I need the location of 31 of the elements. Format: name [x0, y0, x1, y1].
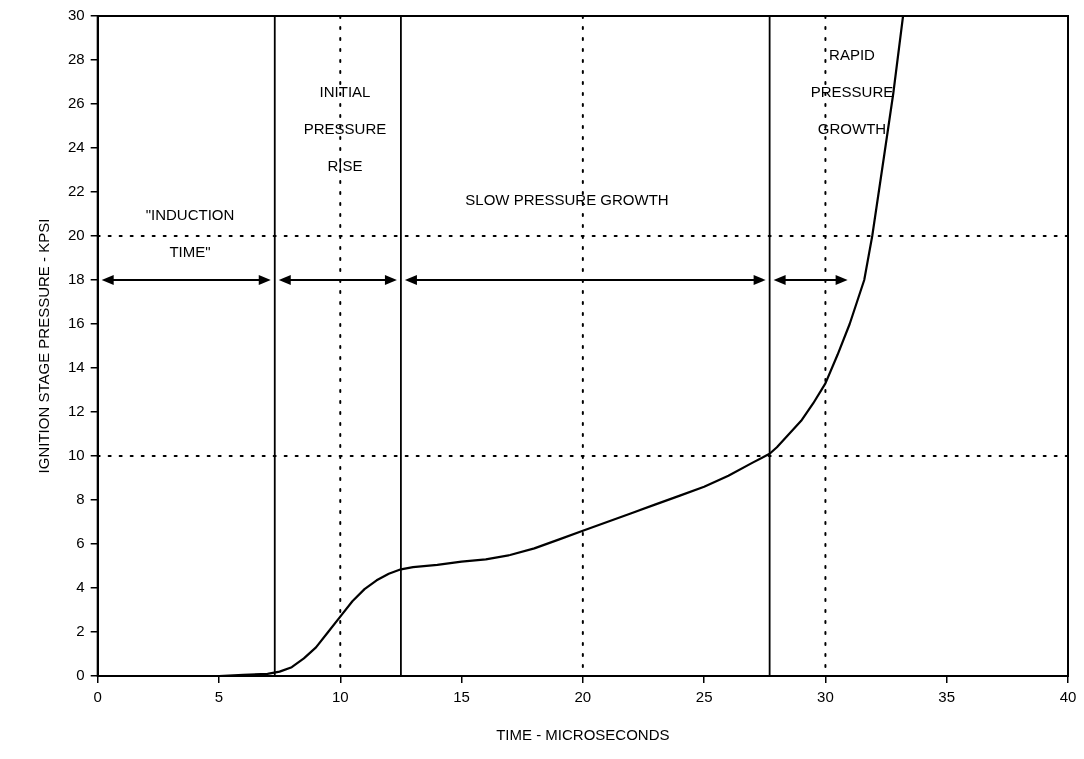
text: "INDUCTION TIME" — [145, 206, 235, 260]
x-tick-label: 20 — [574, 688, 592, 706]
x-tick-label: 10 — [331, 688, 349, 706]
x-tick-label: 35 — [938, 688, 956, 706]
x-tick-label: 25 — [695, 688, 713, 706]
y-tick-label: 4 — [76, 578, 85, 596]
y-tick-label: 18 — [68, 270, 85, 288]
y-tick-label: 0 — [76, 666, 85, 684]
x-axis-title: TIME - MICROSECONDS — [496, 726, 670, 744]
y-tick-label: 30 — [68, 6, 85, 24]
y-tick-label: 16 — [68, 314, 85, 332]
y-tick-label: 2 — [76, 622, 85, 640]
y-tick-label: 10 — [68, 446, 85, 464]
y-tick-label: 28 — [68, 50, 85, 68]
x-tick-label: 15 — [453, 688, 470, 706]
x-tick-label: 5 — [214, 688, 224, 706]
y-tick-label: 20 — [68, 226, 85, 244]
text: RAPID PRESSURE GROWTH — [810, 46, 894, 137]
y-tick-label: 6 — [76, 534, 85, 552]
y-tick-label: 22 — [68, 182, 85, 200]
text: INITIAL PRESSURE RISE — [303, 83, 387, 174]
y-tick-label: 8 — [76, 490, 85, 508]
annotation: SLOW PRESSURE GROWTH — [464, 190, 670, 210]
y-tick-label: 26 — [68, 94, 85, 112]
y-tick-label: 24 — [68, 138, 85, 156]
y-tick-label: 14 — [68, 358, 85, 376]
y-tick-label: 12 — [68, 402, 85, 420]
y-axis-title: IGNITION STAGE PRESSURE - KPSI — [35, 218, 53, 474]
x-tick-label: 40 — [1059, 688, 1077, 706]
x-tick-label: 30 — [817, 688, 834, 706]
x-tick-label: 0 — [93, 688, 102, 706]
